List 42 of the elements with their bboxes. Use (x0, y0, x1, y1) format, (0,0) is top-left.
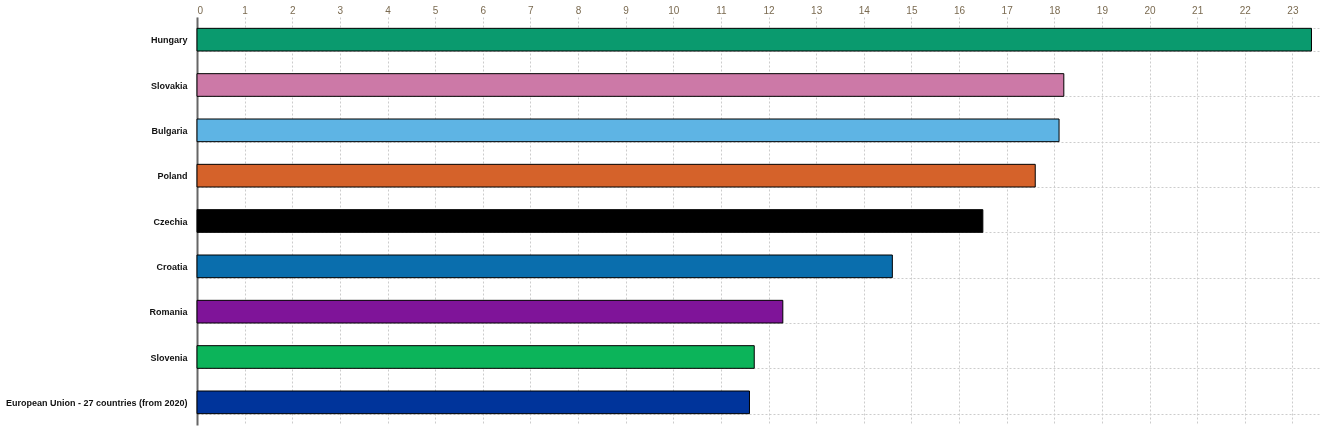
x-tick-label: 22 (1239, 4, 1252, 16)
x-tick-label: 16 (953, 4, 966, 16)
y-tick-label: Bulgaria (151, 125, 189, 136)
x-tick-label: 2 (289, 4, 296, 16)
bar (196, 209, 984, 233)
y-tick-label: Poland (157, 171, 188, 182)
y-tick-label: Romania (149, 307, 189, 318)
x-tick-label: 20 (1144, 4, 1157, 16)
y-tick-label: Croatia (156, 261, 189, 272)
x-tick-label: 18 (1049, 4, 1061, 16)
x-tick-label: 14 (858, 4, 871, 16)
x-tick-label: 9 (623, 4, 630, 16)
x-tick-label: 7 (528, 4, 535, 16)
x-tick-label: 13 (811, 4, 823, 16)
x-tick-label: 8 (575, 4, 582, 16)
bar (196, 118, 1060, 143)
bar (196, 27, 1312, 52)
x-tick-label: 12 (763, 4, 776, 16)
x-tick-label: 5 (432, 4, 439, 16)
x-tick-label: 19 (1096, 4, 1109, 16)
x-tick-label: 15 (906, 4, 918, 16)
bar (196, 345, 755, 369)
x-tick-label: 4 (385, 4, 392, 16)
x-tick-label: 3 (337, 4, 344, 16)
x-tick-label: 10 (668, 4, 680, 16)
y-tick-label: Slovakia (150, 80, 189, 91)
bar (196, 73, 1065, 97)
y-tick-label: Czechia (153, 216, 189, 227)
x-tick-label: 11 (716, 4, 728, 16)
x-tick-label: 23 (1287, 4, 1299, 16)
y-tick-label: Slovenia (150, 352, 189, 363)
y-tick-label: Hungary (150, 35, 188, 46)
bar (196, 299, 784, 324)
bar (196, 390, 750, 415)
x-tick-label: 1 (242, 4, 249, 16)
y-tick-label: European Union - 27 countries (from 2020) (5, 397, 188, 408)
bar (196, 163, 1036, 188)
x-tick-label: 6 (480, 4, 487, 16)
x-tick-label: 21 (1192, 4, 1204, 16)
x-tick-label: 0 (197, 4, 204, 16)
bar (196, 254, 893, 279)
x-tick-label: 17 (1001, 4, 1014, 16)
